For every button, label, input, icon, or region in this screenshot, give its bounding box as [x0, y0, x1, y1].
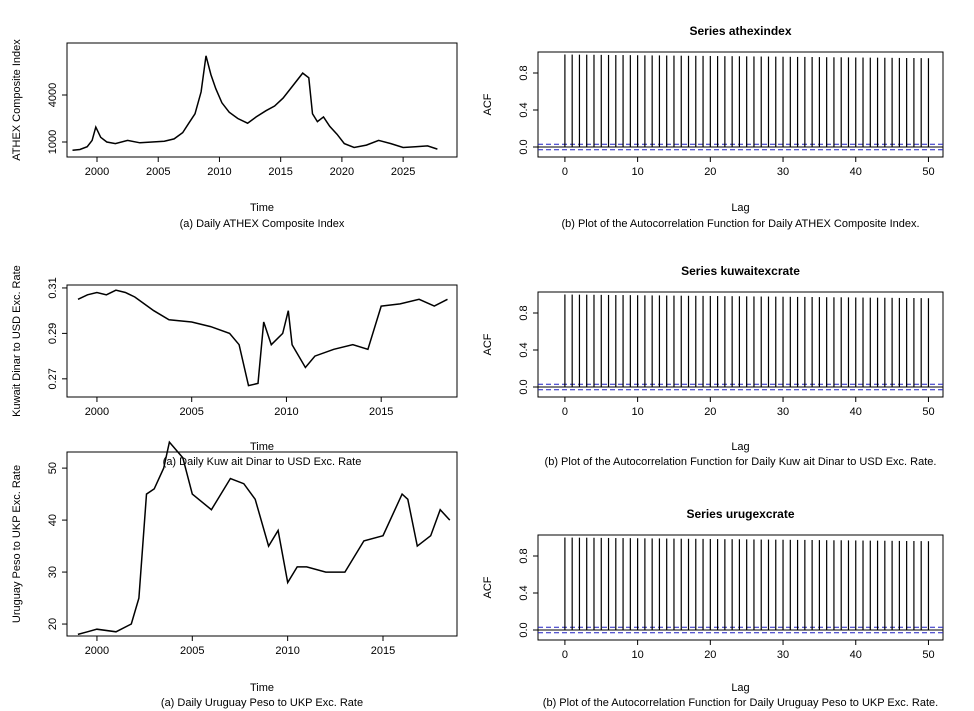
x-tick-label: 0: [562, 166, 568, 178]
x-tick-label: 50: [922, 406, 934, 418]
x-tick-label: 10: [631, 166, 643, 178]
y-axis-label: ACF: [482, 333, 494, 355]
x-axis-label: Time: [250, 441, 274, 453]
x-tick-label: 2010: [207, 166, 231, 178]
y-tick-label: 0.8: [518, 65, 530, 80]
x-tick-label: 30: [777, 166, 789, 178]
y-tick-label: 0.29: [47, 323, 59, 344]
x-tick-label: 20: [704, 406, 716, 418]
y-axis-label: ACF: [482, 576, 494, 598]
caption: (a) Daily Uruguay Peso to UKP Exc. Rate: [161, 697, 363, 709]
x-tick-label: 20: [704, 166, 716, 178]
plot-box: [537, 51, 944, 158]
y-tick-label: 0.31: [47, 277, 59, 298]
chart-title: Series athexindex: [689, 24, 791, 38]
plot-box: [66, 451, 458, 637]
y-tick-label: 4000: [47, 83, 59, 107]
series-line: [77, 289, 448, 387]
x-tick-label: 2025: [391, 166, 415, 178]
y-tick-label: 20: [47, 618, 59, 630]
x-tick-label: 0: [562, 649, 568, 661]
x-tick-label: 2005: [179, 406, 203, 418]
y-tick-label: 50: [47, 462, 59, 474]
x-tick-label: 2020: [330, 166, 354, 178]
x-tick-label: 2010: [274, 406, 298, 418]
y-tick-label: 0.4: [518, 102, 530, 117]
x-axis-label: Lag: [731, 682, 749, 694]
x-tick-label: 2005: [180, 645, 204, 657]
y-tick-label: 0.0: [518, 622, 530, 637]
x-tick-label: 2015: [371, 645, 395, 657]
x-axis-label: Time: [250, 202, 274, 214]
x-tick-label: 10: [631, 406, 643, 418]
y-tick-label: 0.4: [518, 342, 530, 357]
y-tick-label: 0.4: [518, 585, 530, 600]
y-axis-label: Uruguay Peso to UKP Exc. Rate: [11, 465, 23, 623]
x-tick-label: 2015: [268, 166, 292, 178]
x-tick-label: 50: [922, 166, 934, 178]
y-tick-label: 30: [47, 566, 59, 578]
caption: (b) Plot of the Autocorrelation Function…: [543, 697, 938, 709]
series-line: [77, 440, 451, 636]
y-tick-label: 0.8: [518, 305, 530, 320]
y-axis-label: ATHEX Composite Index: [11, 39, 23, 161]
plot-box: [537, 291, 944, 398]
x-tick-label: 40: [850, 649, 862, 661]
x-tick-label: 0: [562, 406, 568, 418]
caption: (b) Plot of the Autocorrelation Function…: [561, 218, 919, 230]
x-tick-label: 20: [704, 649, 716, 661]
x-tick-label: 10: [631, 649, 643, 661]
x-tick-label: 2000: [85, 166, 109, 178]
y-tick-label: 1000: [47, 130, 59, 154]
x-tick-label: 30: [777, 649, 789, 661]
caption: (a) Daily ATHEX Composite Index: [180, 218, 345, 230]
y-tick-label: 0.0: [518, 139, 530, 154]
caption: (a) Daily Kuw ait Dinar to USD Exc. Rate: [163, 456, 362, 468]
chart-title: Series kuwaitexcrate: [681, 264, 800, 278]
y-axis-label: ACF: [482, 93, 494, 115]
plot-box: [537, 534, 944, 641]
x-tick-label: 30: [777, 406, 789, 418]
y-tick-label: 0.8: [518, 548, 530, 563]
caption: (b) Plot of the Autocorrelation Function…: [545, 456, 937, 468]
x-tick-label: 2015: [369, 406, 393, 418]
chart-title: Series urugexcrate: [686, 507, 794, 521]
y-tick-label: 40: [47, 514, 59, 526]
x-axis-label: Time: [250, 682, 274, 694]
x-tick-label: 2000: [85, 645, 109, 657]
plot-box: [66, 284, 458, 398]
plot-box: [66, 42, 458, 158]
y-axis-label: Kuwait Dinar to USD Exc. Rate: [11, 265, 23, 417]
y-tick-label: 0.0: [518, 379, 530, 394]
x-tick-label: 2010: [275, 645, 299, 657]
x-axis-label: Lag: [731, 441, 749, 453]
x-tick-label: 2005: [146, 166, 170, 178]
x-tick-label: 50: [922, 649, 934, 661]
series-line: [72, 55, 438, 151]
x-tick-label: 2000: [85, 406, 109, 418]
x-tick-label: 40: [850, 406, 862, 418]
y-tick-label: 0.27: [47, 368, 59, 389]
x-tick-label: 40: [850, 166, 862, 178]
x-axis-label: Lag: [731, 202, 749, 214]
